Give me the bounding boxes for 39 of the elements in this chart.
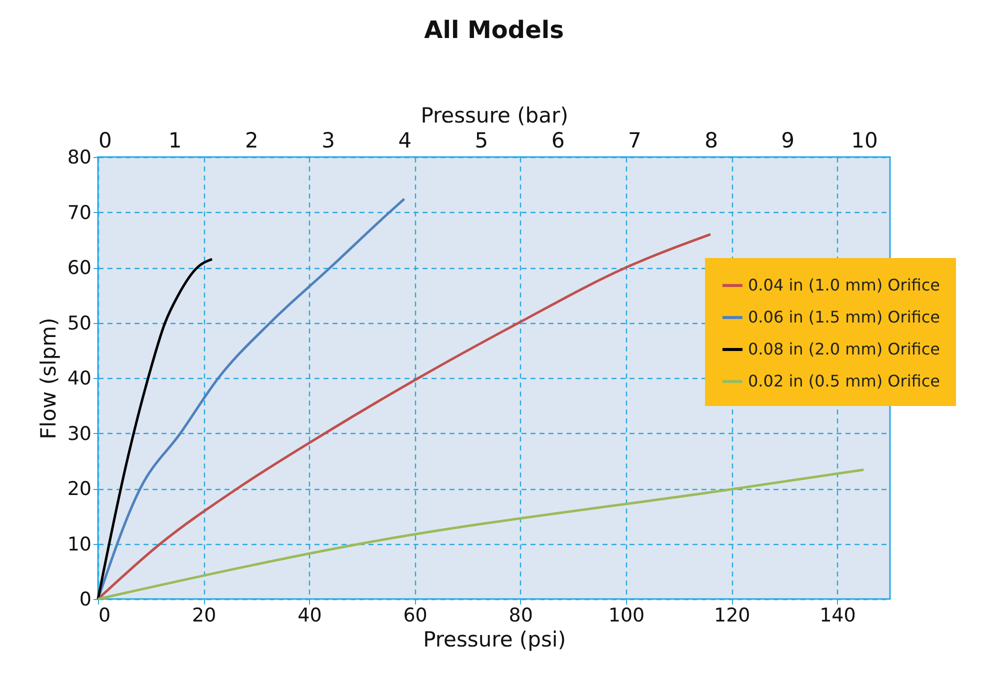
y-tick-label: 70 (67, 202, 92, 224)
x2-tick-label: 9 (781, 128, 795, 152)
legend-label: 0.06 in (1.5 mm) Orifice (748, 308, 940, 326)
x-tick-label: 40 (298, 604, 322, 626)
x2-tick-label: 7 (628, 128, 642, 152)
x2-tick-label: 2 (245, 128, 258, 152)
y-tick-label: 10 (67, 533, 92, 556)
line-series (96, 468, 865, 600)
y-tick-label: 0 (79, 588, 92, 610)
x-tick-label: 120 (714, 604, 750, 626)
legend-label: 0.04 in (1.0 mm) Orifice (748, 276, 940, 294)
x-tick-label: 80 (508, 604, 533, 626)
x2-tick-label: 3 (322, 128, 335, 152)
x-tick-label: 20 (192, 604, 216, 626)
line-series (96, 198, 406, 600)
x2-tick-label: 10 (851, 128, 878, 152)
x2-axis-title: Pressure (bar) (420, 104, 568, 128)
y-tick-label: 50 (67, 312, 92, 334)
x2-tick-label: 8 (704, 128, 718, 152)
y-tick-label: 60 (67, 257, 92, 279)
x2-tick-label: 0 (98, 128, 112, 152)
x2-tick-label: 1 (168, 128, 182, 152)
y-axis-title: Flow (slpm) (36, 318, 60, 440)
y-tick-label: 40 (67, 368, 92, 390)
y-tick-label: 20 (67, 478, 92, 500)
x-tick-label: 100 (608, 604, 645, 626)
x-tick-label: 60 (403, 604, 428, 626)
line-series (96, 258, 214, 600)
x2-tick-label: 4 (398, 128, 412, 152)
x-tick-label: 140 (820, 604, 856, 626)
x-tick-label: 0 (98, 604, 111, 626)
legend-label: 0.08 in (2.0 mm) Orifice (748, 340, 940, 358)
x2-tick-label: 5 (474, 128, 488, 152)
chart-title: All Models (424, 16, 564, 44)
legend-label: 0.02 in (0.5 mm) Orifice (748, 372, 940, 390)
y-tick-label: 80 (67, 146, 92, 168)
x-axis-title: Pressure (psi) (423, 628, 566, 652)
y-tick-label: 30 (67, 422, 92, 445)
x2-tick-label: 6 (551, 128, 565, 152)
